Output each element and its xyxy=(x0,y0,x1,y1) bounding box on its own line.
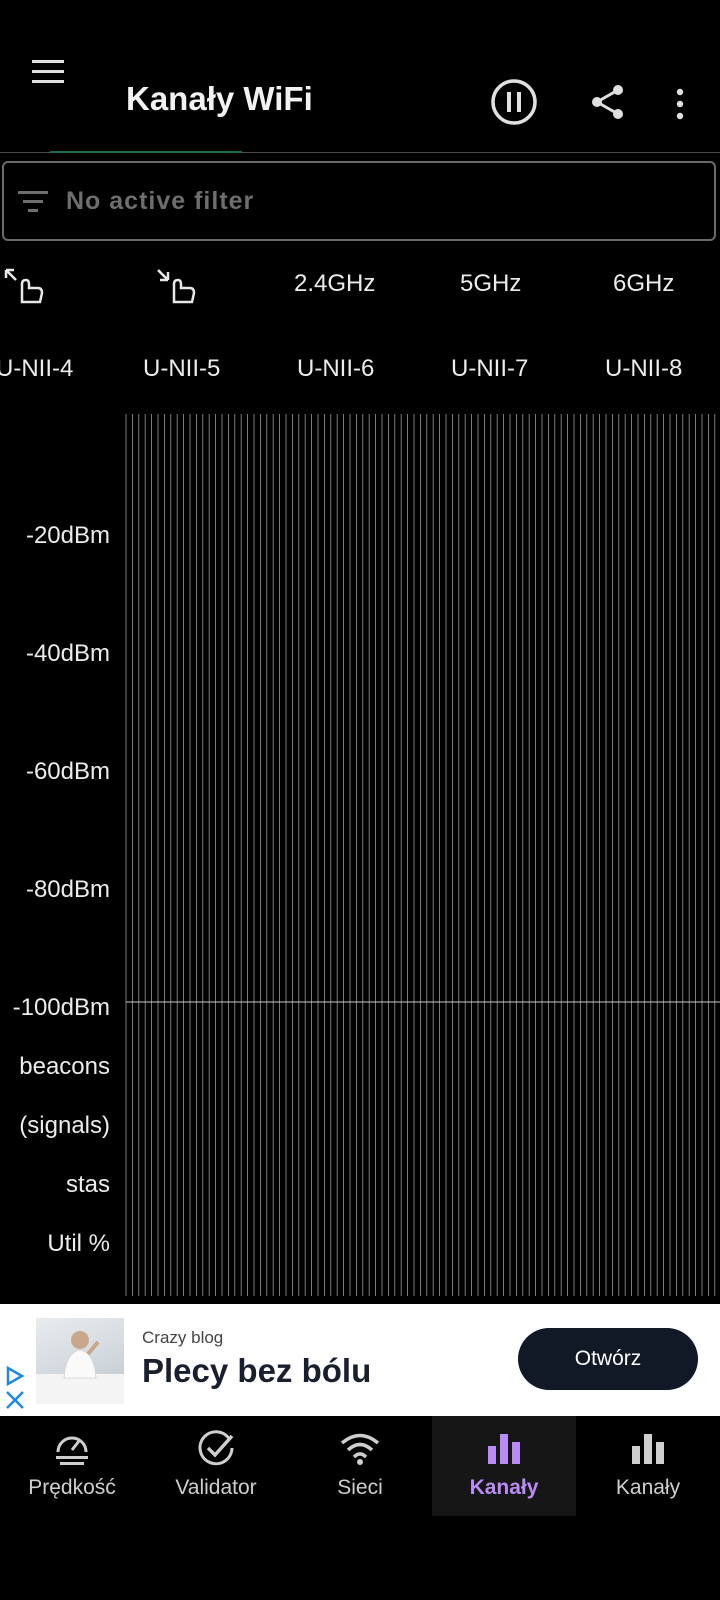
y-tick-label: -80dBm xyxy=(25,876,110,903)
nav-label: Kanały xyxy=(469,1476,539,1499)
unii-5[interactable]: U-NII-5 xyxy=(143,355,221,382)
ad-choices-icon[interactable] xyxy=(4,1364,26,1410)
nav-item-validator[interactable]: Validator xyxy=(144,1416,288,1516)
channel-chart xyxy=(125,414,720,1296)
filter-field[interactable]: No active filter xyxy=(2,161,716,241)
ad-image[interactable] xyxy=(36,1318,124,1404)
share-icon[interactable] xyxy=(588,82,628,122)
band-6ghz[interactable]: 6GHz xyxy=(613,270,675,297)
nav-item-networks[interactable]: Sieci xyxy=(288,1416,432,1516)
speedometer-icon xyxy=(52,1428,92,1468)
row-label-signals: (signals) xyxy=(19,1112,110,1139)
bar-chart-icon xyxy=(484,1428,524,1468)
nav-label: Validator xyxy=(175,1476,257,1499)
check-circle-icon xyxy=(196,1428,236,1468)
unii-8[interactable]: U-NII-8 xyxy=(605,355,683,382)
menu-icon[interactable] xyxy=(30,52,70,92)
y-tick-label: -100dBm xyxy=(12,994,110,1021)
ad-source: Crazy blog xyxy=(142,1328,224,1347)
row-label-util: Util % xyxy=(47,1230,110,1257)
nav-item-channels[interactable]: Kanały xyxy=(432,1416,576,1516)
unii-6[interactable]: U-NII-6 xyxy=(297,355,375,382)
nav-label: Sieci xyxy=(337,1476,383,1499)
filter-placeholder: No active filter xyxy=(66,187,255,215)
pause-icon[interactable] xyxy=(490,78,538,126)
more-options-icon[interactable] xyxy=(668,84,692,124)
unii-4[interactable]: U-NII-4 xyxy=(0,355,74,382)
filter-icon xyxy=(18,189,48,215)
bar-chart-icon xyxy=(628,1428,668,1468)
unii-7[interactable]: U-NII-7 xyxy=(451,355,529,382)
tab-indicator xyxy=(50,151,242,153)
zoom-out-icon[interactable] xyxy=(154,266,200,306)
row-label-stas: stas xyxy=(65,1171,110,1198)
nav-label: Kanały xyxy=(615,1476,681,1499)
y-tick-label: -40dBm xyxy=(25,640,110,667)
row-label-beacons: beacons xyxy=(19,1053,110,1080)
bottom-nav: Prędkość Validator Sieci xyxy=(0,1416,720,1518)
band-2-4ghz[interactable]: 2.4GHz xyxy=(294,270,376,297)
y-tick-label: -20dBm xyxy=(25,522,110,549)
band-5ghz[interactable]: 5GHz xyxy=(460,270,522,297)
ad-title[interactable]: Plecy bez bólu xyxy=(142,1352,372,1389)
page-title: Kanały WiFi xyxy=(126,80,313,117)
nav-item-channels-2[interactable]: Kanały xyxy=(576,1416,720,1516)
ad-banner[interactable]: Crazy blog Plecy bez bólu Otwórz xyxy=(0,1304,720,1416)
nav-label: Prędkość xyxy=(28,1476,116,1499)
nav-item-speed[interactable]: Prędkość xyxy=(0,1416,144,1516)
app-bar-divider xyxy=(0,152,720,153)
ad-open-button[interactable]: Otwórz xyxy=(518,1328,698,1390)
zoom-in-icon[interactable] xyxy=(2,266,48,306)
wifi-icon xyxy=(340,1428,380,1468)
y-tick-label: -60dBm xyxy=(25,758,110,785)
